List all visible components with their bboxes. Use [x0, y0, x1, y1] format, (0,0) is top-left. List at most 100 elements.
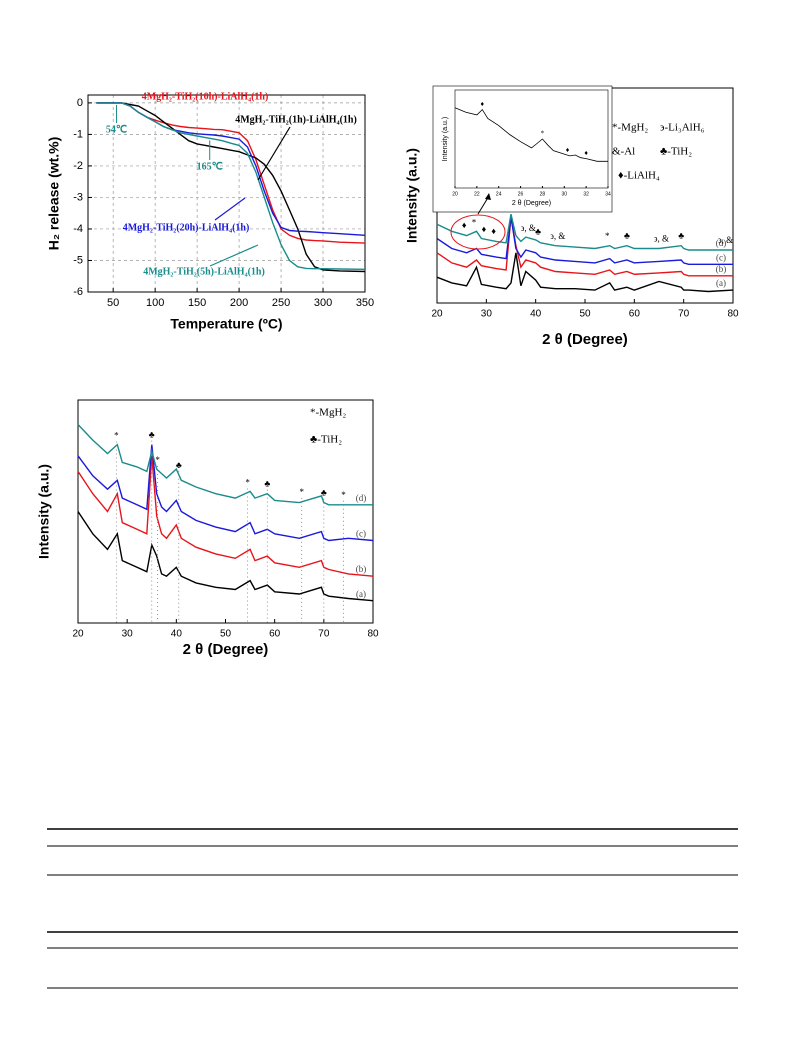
y-tick-label: -5: [73, 254, 83, 266]
y-tick-label: -1: [73, 128, 83, 140]
series-line: [77, 455, 374, 577]
peak-mark: ♣: [149, 430, 155, 440]
x-tick-label: 80: [367, 629, 379, 640]
peak-mark: ϶, &: [521, 223, 536, 233]
y-axis-label: Intensity (a.u.): [36, 464, 52, 559]
y-tick-label: -3: [73, 191, 83, 203]
x-tick-label: 50: [107, 297, 119, 309]
y-axis-label: Intensity (a.u.): [404, 148, 420, 243]
series-line: [454, 107, 608, 162]
series-label: (c): [716, 252, 726, 262]
y-tick-label: -2: [73, 160, 83, 172]
series-line: [436, 252, 734, 293]
x-tick-label: 350: [356, 297, 374, 309]
peak-mark: ♣: [535, 226, 541, 236]
legend-entry: *-MgH₂: [310, 407, 346, 419]
series-label: (b): [716, 264, 727, 274]
peak-mark: ♦: [566, 146, 570, 154]
peak-mark: *: [341, 490, 346, 500]
x-axis-label: 2 θ (Degree): [512, 200, 551, 207]
series-line: [77, 511, 374, 602]
plot-frame: [454, 89, 609, 189]
highlight-ellipse: [450, 214, 506, 250]
x-tick-label: 100: [146, 297, 164, 309]
series-line: [77, 444, 374, 542]
series-label: 4MgH₂-TiH₂(5h)-LiAlH₄(1h): [143, 266, 265, 277]
peak-mark: *: [605, 231, 610, 241]
x-tick-label: 70: [678, 309, 690, 320]
peak-mark: ♣: [678, 231, 684, 241]
y-tick-label: -6: [73, 286, 83, 298]
peak-mark: ϶, &: [654, 233, 669, 243]
x-tick-label: 32: [583, 191, 589, 197]
leader-line: [214, 197, 246, 221]
peak-mark: ♣: [321, 488, 327, 498]
x-tick-label: 150: [188, 297, 206, 309]
peak-mark: ♦: [491, 226, 496, 236]
series-label: (d): [716, 238, 727, 248]
x-tick-label: 22: [474, 191, 480, 197]
series-line: [96, 102, 366, 273]
y-tick-label: 0: [77, 97, 83, 109]
x-tick-label: 20: [431, 309, 443, 320]
y-tick-label: -4: [73, 223, 83, 235]
x-tick-label: 30: [481, 309, 493, 320]
legend-entry: ϶-Li₃AlH₆: [660, 122, 705, 134]
x-tick-label: 26: [518, 191, 524, 197]
annotation: 54℃: [106, 124, 127, 135]
series-label: (a): [356, 589, 366, 599]
x-tick-label: 30: [122, 629, 134, 640]
x-tick-label: 40: [171, 629, 183, 640]
inset-arrowhead: [485, 193, 491, 200]
x-tick-label: 200: [230, 297, 248, 309]
inset-background: [432, 85, 613, 213]
leader-line: [209, 244, 259, 267]
series-label: (a): [716, 278, 726, 288]
x-tick-label: 50: [579, 309, 591, 320]
peak-mark: ϶, &: [550, 231, 565, 241]
y-axis-label: H₂ release (wt.%): [46, 137, 62, 251]
peak-mark: ϶, &: [718, 235, 733, 245]
x-tick-label: 60: [269, 629, 281, 640]
x-tick-label: 20: [452, 191, 458, 197]
series-line: [436, 216, 733, 265]
legend-entry: ♣-TiH₂: [310, 434, 342, 446]
peak-mark: ♣: [624, 231, 630, 241]
x-axis-label: 2 θ (Degree): [183, 641, 269, 658]
peak-mark: ♦: [584, 149, 588, 157]
x-tick-label: 24: [496, 191, 502, 197]
peak-mark: ♣: [176, 460, 182, 470]
x-tick-label: 60: [629, 309, 641, 320]
series-label: (b): [356, 564, 367, 574]
x-tick-label: 40: [530, 309, 542, 320]
series-line: [436, 216, 733, 277]
leader-line: [257, 126, 291, 181]
x-tick-label: 28: [540, 191, 546, 197]
x-tick-label: 30: [562, 191, 568, 197]
annotation: 165℃: [197, 161, 223, 172]
series-label: 4MgH₂-TiH₂(10h)-LiAlH₄(1h): [142, 91, 269, 102]
legend-entry: ♦-LiAlH₄: [618, 170, 660, 182]
legend-entry: &-Al: [612, 146, 635, 158]
series-label: (c): [356, 529, 366, 539]
legend-entry: *-MgH₂: [612, 122, 648, 134]
peak-mark: *: [541, 130, 545, 138]
peak-mark: *: [114, 431, 119, 441]
series-line: [77, 424, 373, 506]
series-line: [96, 102, 366, 270]
legend-entry: ♣-TiH₂: [660, 146, 692, 158]
peak-mark: *: [472, 217, 477, 227]
x-tick-label: 250: [272, 297, 290, 309]
peak-mark: ♣: [264, 479, 270, 489]
plot-frame: [87, 94, 366, 293]
series-label: 4MgH₂-TiH₂(1h)-LiAlH₄(1h): [235, 114, 357, 125]
x-tick-label: 34: [605, 191, 611, 197]
series-label: 4MgH₂-TiH₂(20h)-LiAlH₄(1h): [123, 222, 250, 233]
x-tick-label: 50: [220, 629, 232, 640]
x-tick-label: 20: [72, 629, 84, 640]
peak-mark: ♦: [482, 224, 487, 234]
peak-mark: *: [299, 487, 304, 497]
